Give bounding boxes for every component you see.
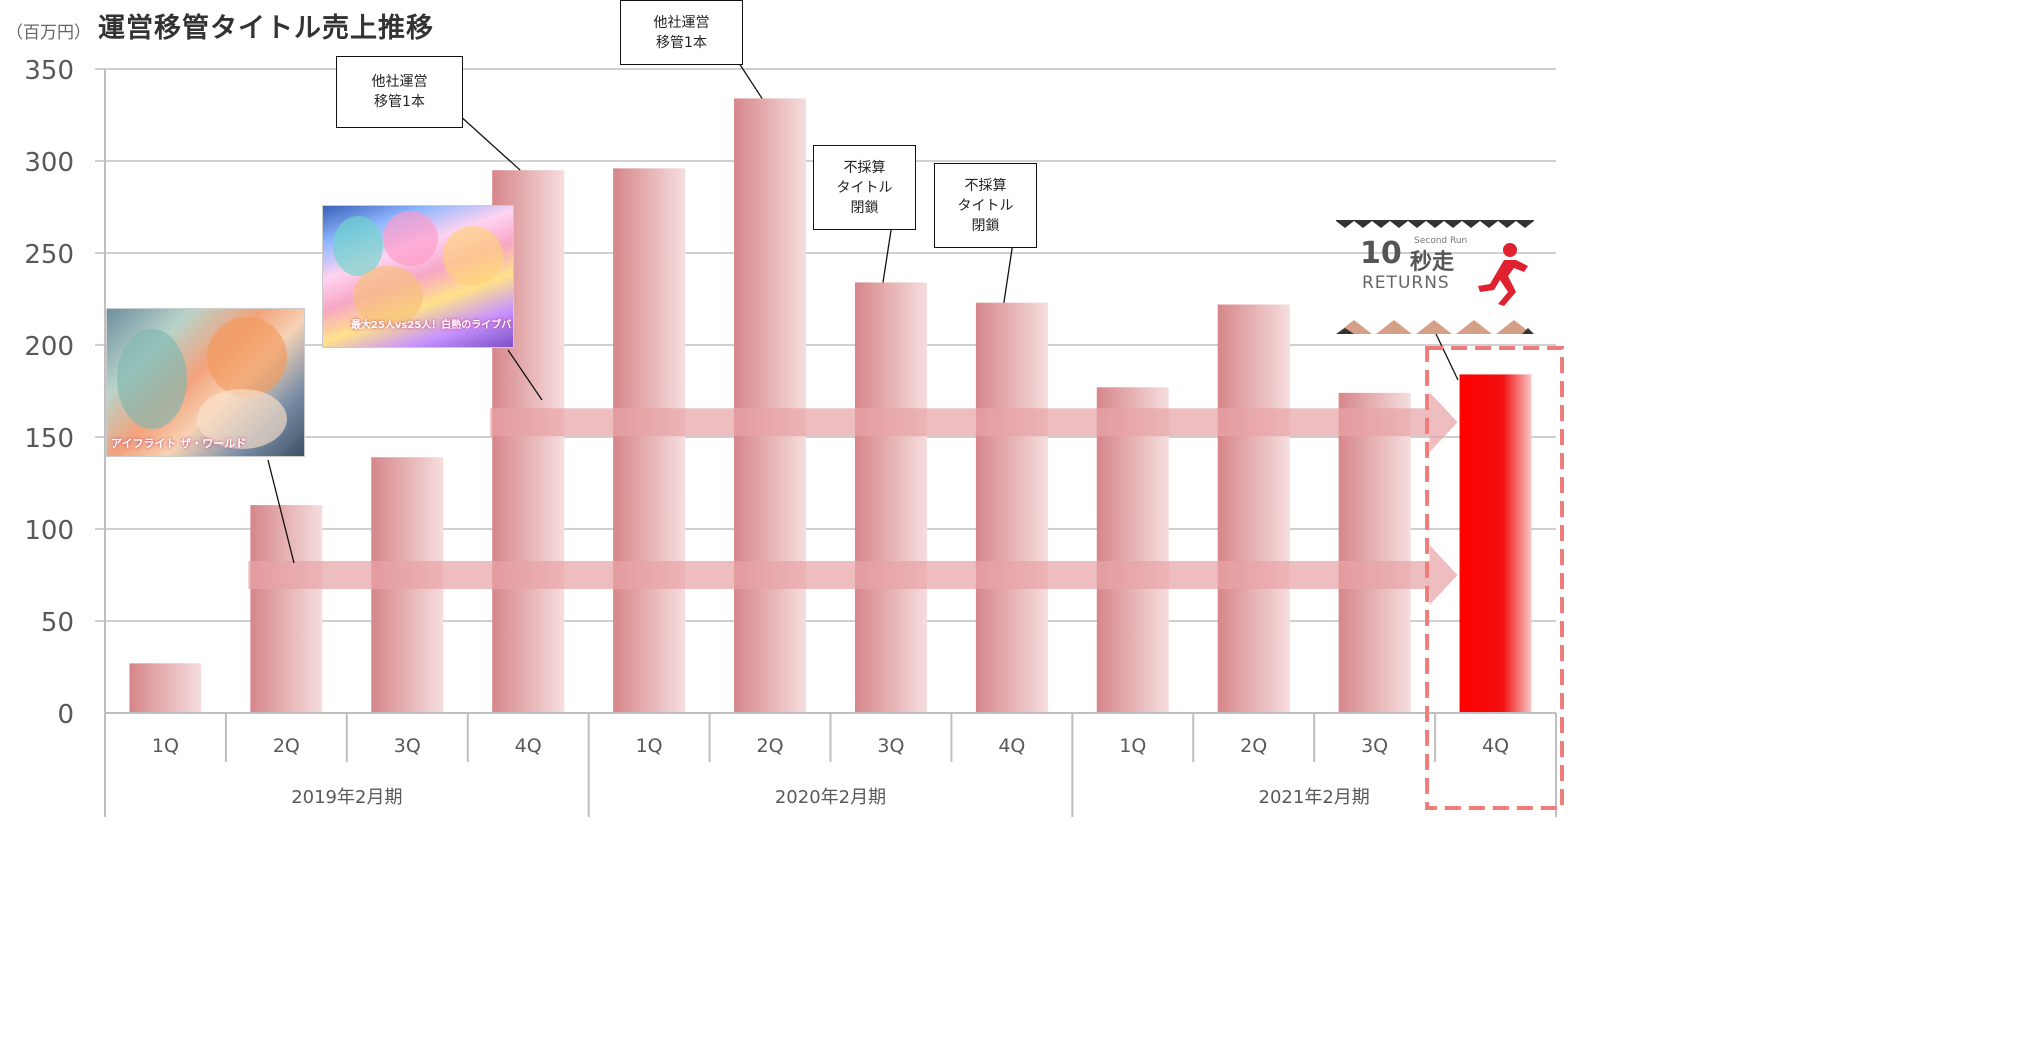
callout-leader-lines xyxy=(267,34,1459,564)
growth-arrow xyxy=(490,392,1458,453)
bar xyxy=(613,168,686,714)
y-tick-label: 150 xyxy=(24,424,74,454)
thumb-leader-line xyxy=(267,459,295,564)
game-banner-1-caption: アイフライト ザ・ワールド xyxy=(111,437,247,450)
bar xyxy=(1217,304,1290,713)
x-tick-label: 2Q xyxy=(273,735,300,757)
y-tick-label: 350 xyxy=(24,56,74,86)
callout-line: 移管1本 xyxy=(656,34,707,51)
growth-arrows xyxy=(248,392,1458,605)
bar xyxy=(734,98,807,713)
10-byou-sou-returns-logo: 10 秒走 Second Run RETURNS xyxy=(1336,220,1534,334)
callout-box: 不採算 タイトル 閉鎖 xyxy=(813,145,916,230)
x-group-label: 2021年2月期 xyxy=(1259,787,1370,808)
y-tick-label: 50 xyxy=(41,608,74,638)
logo-spike-border-icon xyxy=(1336,220,1534,228)
bar xyxy=(129,663,202,713)
callout-line: 不採算 xyxy=(843,159,886,176)
callout-box: 不採算 タイトル 閉鎖 xyxy=(934,163,1037,248)
x-tick-label: 4Q xyxy=(1482,735,1509,757)
logo-kanji: 秒走 xyxy=(1410,250,1455,275)
running-figure-icon xyxy=(1478,243,1528,306)
game-banner-1-image: アイフライト ザ・ワールド xyxy=(106,308,305,457)
logo-hands-icon xyxy=(1336,320,1534,334)
x-axis: 1Q 2Q 3Q 4Q 1Q 2Q 3Q 4Q 1Q 2Q 3Q 4Q 2019年2月期 2020年2月期… xyxy=(104,69,1557,817)
callout-line: 閉鎖 xyxy=(850,199,879,216)
chart-title: 運営移管タイトル売上推移 xyxy=(98,13,434,44)
logo-leader-line xyxy=(1435,333,1459,381)
logo-number: 10 xyxy=(1360,236,1402,271)
y-tick-label: 300 xyxy=(24,148,74,178)
x-tick-label: 2Q xyxy=(1240,735,1267,757)
callout-line: タイトル xyxy=(957,197,1014,214)
x-tick-label: 3Q xyxy=(877,735,904,757)
x-tick-label: 4Q xyxy=(515,735,542,757)
character-shape xyxy=(117,329,187,429)
bar xyxy=(975,302,1048,713)
x-tick-label: 3Q xyxy=(394,735,421,757)
bar xyxy=(1096,387,1169,713)
logo-returns: RETURNS xyxy=(1362,273,1450,293)
y-axis-ticks: 0 50 100 150 200 250 300 350 xyxy=(24,56,74,730)
x-tick-label: 1Q xyxy=(152,735,179,757)
character-shape xyxy=(353,266,423,326)
character-shape xyxy=(443,226,503,286)
y-tick-label: 0 xyxy=(57,700,74,730)
y-tick-label: 200 xyxy=(24,332,74,362)
character-shape xyxy=(333,216,383,276)
y-tick-label: 100 xyxy=(24,516,74,546)
bar xyxy=(1338,392,1411,713)
callout-line: 移管1本 xyxy=(374,94,425,110)
highlight-box xyxy=(1425,346,1565,810)
character-shape xyxy=(197,389,287,449)
x-tick-label: 1Q xyxy=(1119,735,1146,757)
game-banner-2-image: 最大25人vs25人！白熱のライブバトル！ xyxy=(322,205,514,348)
x-tick-label: 1Q xyxy=(636,735,663,757)
y-tick-label: 250 xyxy=(24,240,74,270)
callout-box: 他社運営移管1本 xyxy=(336,56,463,128)
callout-line: 不採算 xyxy=(964,177,1007,194)
callout-line: 他社運営 xyxy=(371,74,428,90)
y-axis-unit: （百万円） xyxy=(6,23,91,43)
callout-box: 他社運営移管1本 xyxy=(620,0,743,65)
thumb-leader-line xyxy=(507,349,543,401)
bar xyxy=(250,505,323,713)
growth-arrow xyxy=(248,545,1458,605)
character-shape xyxy=(207,317,287,397)
character-shape xyxy=(383,211,438,266)
callout-line: 他社運営 xyxy=(653,14,710,31)
callout-line: タイトル xyxy=(836,179,893,196)
x-tick-label: 3Q xyxy=(1361,735,1388,757)
logo-subtitle: Second Run xyxy=(1414,236,1468,246)
x-tick-label: 4Q xyxy=(998,735,1025,757)
bar xyxy=(854,282,927,713)
x-group-label: 2019年2月期 xyxy=(291,787,402,808)
highlight-dashed-box xyxy=(1425,346,1565,810)
x-group-label: 2020年2月期 xyxy=(775,787,886,808)
bar-highlight xyxy=(1459,374,1532,713)
callout-line: 閉鎖 xyxy=(971,217,1000,234)
game-banner-2-caption: 最大25人vs25人！白熱のライブバトル！ xyxy=(351,320,513,331)
x-tick-label: 2Q xyxy=(757,735,784,757)
